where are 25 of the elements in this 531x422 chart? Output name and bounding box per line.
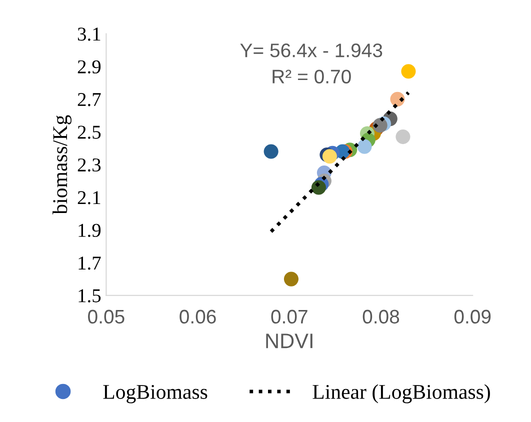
point bbox=[284, 272, 299, 286]
x-tick-label: 0.09 bbox=[454, 310, 491, 324]
y-tick-label: 1.7 bbox=[78, 256, 101, 270]
x-tick-label: 0.06 bbox=[180, 310, 216, 324]
y-tick-label: 2.3 bbox=[78, 158, 101, 172]
point bbox=[401, 64, 416, 79]
point bbox=[396, 129, 410, 144]
x-tick-label: 0.08 bbox=[362, 310, 400, 324]
y-tick-label: 2.5 bbox=[78, 126, 101, 139]
x-tick-label: 0.05 bbox=[88, 310, 124, 324]
annotation: R² = 0.70 bbox=[272, 70, 351, 84]
legend-label: Linear (LogBiomass) bbox=[312, 384, 490, 404]
y-tick-label: 3.1 bbox=[78, 28, 100, 41]
y-axis-title: biomass/Kg bbox=[52, 115, 72, 214]
y-tick-label: 2.7 bbox=[78, 93, 101, 106]
x-axis-title: NDVI bbox=[266, 334, 312, 348]
y-tick-label: 1.9 bbox=[78, 224, 101, 238]
y-tick-label: 2.9 bbox=[78, 60, 101, 74]
point bbox=[264, 144, 278, 159]
legend-label: LogBiomass bbox=[103, 384, 208, 404]
x-tick-label: 0.07 bbox=[271, 310, 308, 324]
annotation: Y= 56.4x - 1.943 bbox=[240, 44, 382, 58]
y-tick-label: 2.1 bbox=[78, 191, 100, 204]
y-tick-label: 1.5 bbox=[78, 289, 101, 302]
point bbox=[357, 139, 372, 154]
